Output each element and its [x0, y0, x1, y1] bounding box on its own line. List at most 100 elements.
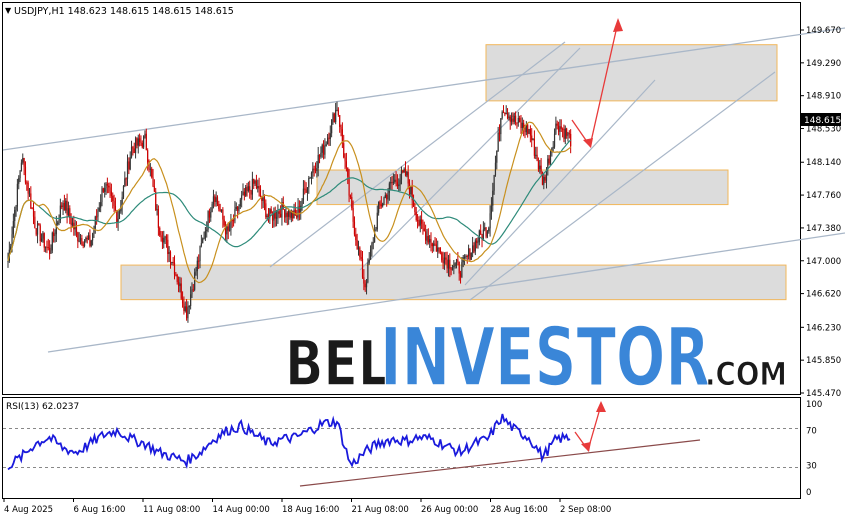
price-tick-label: 146.230: [806, 323, 841, 333]
candle-body: [245, 187, 247, 196]
candle-body: [353, 221, 356, 235]
collapse-icon[interactable]: ▼: [5, 6, 12, 15]
candle-body: [10, 246, 12, 250]
candle-body: [121, 197, 123, 207]
candle-body: [523, 122, 525, 128]
candle-body: [210, 211, 212, 218]
candle-body: [519, 117, 521, 123]
candle-body: [477, 242, 479, 244]
candle-body: [476, 240, 478, 243]
candle-body: [98, 207, 100, 211]
candle-body: [566, 128, 568, 136]
candle-body: [192, 289, 194, 291]
candle-body: [51, 232, 53, 251]
trend-line-1: [269, 41, 566, 268]
candle-body: [463, 256, 466, 258]
candle-body: [176, 275, 178, 283]
candle-body: [265, 203, 267, 218]
candle-body: [434, 243, 436, 245]
candle-body: [567, 133, 569, 136]
candle-body: [117, 218, 119, 223]
candle-body: [270, 209, 272, 214]
candle-body: [442, 260, 444, 264]
candle-body: [501, 111, 503, 119]
candle-body: [374, 229, 376, 243]
candle-body: [160, 235, 162, 239]
candle-body: [380, 204, 382, 207]
candle-body: [390, 182, 392, 184]
candle-body: [289, 210, 291, 218]
candle-body: [528, 129, 530, 134]
candle-body: [28, 193, 31, 195]
candle-body: [53, 232, 55, 237]
candle-body: [344, 157, 346, 162]
candle-body: [308, 178, 310, 188]
arrow-head-down: [583, 138, 593, 148]
candle-body: [443, 257, 446, 264]
candle-body: [427, 235, 429, 243]
candle-body: [58, 220, 60, 223]
candle-body: [313, 168, 315, 170]
candle-body: [302, 188, 305, 201]
candle-body: [425, 231, 427, 241]
candle-body: [140, 141, 142, 143]
candle-body: [482, 229, 484, 240]
candle-body: [445, 257, 447, 260]
candle-body: [122, 185, 125, 198]
candle-body: [216, 197, 219, 205]
candle-body: [340, 126, 342, 130]
candle-body: [27, 182, 29, 194]
candle-body: [544, 176, 546, 181]
candle-body: [484, 227, 486, 230]
candle-body: [360, 257, 362, 259]
candle-body: [488, 228, 490, 232]
candle-body: [431, 243, 433, 247]
candle-body: [7, 260, 9, 262]
candle-body: [391, 182, 393, 184]
candle-body: [278, 211, 280, 214]
candle-body: [220, 209, 223, 211]
candle-body: [54, 234, 56, 237]
candle-body: [493, 175, 495, 191]
candle-body: [110, 191, 112, 196]
candle-body: [104, 188, 106, 192]
price-tick-label: 149.670: [806, 26, 841, 36]
candle-body: [35, 228, 37, 235]
candle-body: [224, 225, 227, 235]
candle-body: [18, 178, 20, 184]
candle-body: [200, 243, 202, 246]
candle-body: [259, 188, 262, 197]
candle-body: [426, 235, 428, 241]
candle-body: [275, 217, 278, 219]
candle-body: [173, 262, 176, 275]
candle-body: [510, 118, 513, 122]
candle-body: [285, 212, 287, 218]
candle-body: [317, 154, 319, 169]
candle-body: [253, 178, 255, 184]
candle-body: [447, 259, 450, 269]
candle-body: [293, 209, 295, 219]
candle-body: [83, 241, 86, 247]
rsi-trendline: [299, 439, 701, 487]
candle-body: [61, 205, 63, 208]
moving-average-fast: [7, 121, 572, 284]
candle-body: [341, 129, 343, 144]
candle-body: [386, 194, 388, 200]
candle-body: [469, 248, 471, 260]
candle-body: [486, 231, 488, 237]
candle-body: [497, 132, 499, 151]
candle-body: [300, 205, 302, 213]
candle-body: [226, 226, 228, 235]
price-tick-label: 148.910: [806, 92, 841, 102]
time-tick-label: 18 Aug 16:00: [282, 505, 339, 515]
candle-body: [408, 183, 411, 195]
candle-body: [335, 109, 337, 123]
candle-body: [410, 186, 412, 195]
current-price-tag: [801, 113, 841, 126]
candle-body: [198, 260, 200, 262]
rsi-title: RSI(13) 62.0237: [6, 402, 79, 412]
candle-body: [378, 201, 380, 213]
time-tick-label: 14 Aug 00:00: [213, 505, 270, 515]
candle-body: [545, 169, 548, 181]
